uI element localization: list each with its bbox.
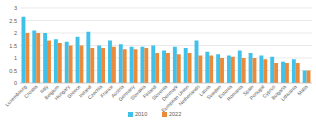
bar	[155, 53, 159, 83]
bar	[231, 57, 235, 83]
y-tick-label: 1.5	[9, 43, 17, 49]
grid-line	[20, 45, 312, 46]
bar	[25, 33, 29, 83]
x-tick-label: Netherlands	[177, 83, 201, 107]
bar	[123, 49, 127, 83]
bar	[76, 37, 80, 83]
x-axis-line	[20, 83, 312, 84]
bar	[296, 63, 300, 83]
bar	[112, 47, 116, 83]
bar	[209, 56, 213, 84]
bar	[216, 54, 220, 83]
bar	[65, 42, 69, 83]
bars	[22, 17, 311, 83]
y-tick-label: 2.5	[9, 18, 17, 24]
y-tick-label: 3	[14, 5, 17, 11]
bar	[249, 53, 253, 83]
chart: 00.511.522.53LuxembourgCroatiaItalyBelgi…	[0, 0, 316, 121]
bar	[108, 41, 112, 84]
bar	[238, 51, 242, 84]
grid-line	[20, 20, 312, 21]
bar	[270, 57, 274, 83]
y-tick-label: 0.5	[9, 68, 17, 74]
bar	[69, 46, 73, 84]
bar	[184, 48, 188, 83]
bar	[281, 62, 285, 83]
bar	[119, 44, 123, 83]
bar	[58, 43, 62, 83]
x-tick-label: Malta	[296, 83, 309, 96]
bar	[303, 71, 307, 84]
bar	[198, 56, 202, 84]
bar	[97, 46, 101, 84]
bar	[134, 49, 138, 83]
bar	[263, 59, 267, 83]
bar	[79, 46, 83, 84]
bar	[151, 46, 155, 84]
bar	[227, 56, 231, 84]
bar	[173, 47, 177, 83]
bar	[22, 17, 26, 83]
bar	[90, 48, 94, 83]
bar	[242, 58, 246, 83]
legend-swatch	[128, 112, 133, 117]
bar	[285, 63, 289, 83]
grid-line	[20, 33, 312, 34]
grid-line	[20, 8, 312, 9]
bar	[220, 58, 224, 83]
bar	[101, 48, 105, 83]
bar	[195, 41, 199, 84]
bar	[166, 53, 170, 83]
bar	[307, 71, 311, 84]
legend-label: 2010	[135, 111, 147, 117]
bar	[130, 47, 134, 83]
bar	[54, 39, 58, 83]
bar	[259, 56, 263, 84]
bar	[47, 41, 51, 84]
bar	[144, 48, 148, 83]
bar	[43, 33, 47, 83]
bar	[32, 31, 36, 84]
bar	[36, 33, 40, 83]
y-tick-label: 1	[14, 55, 17, 61]
bar	[188, 53, 192, 83]
legend-swatch	[162, 112, 167, 117]
legend-label: 2022	[169, 111, 181, 117]
bar	[86, 32, 90, 83]
bar	[205, 52, 209, 83]
bar	[162, 51, 166, 84]
bar	[292, 59, 296, 83]
y-tick-label: 2	[14, 30, 17, 36]
bar	[274, 63, 278, 83]
bar	[177, 54, 181, 83]
bar	[253, 58, 257, 83]
bar	[140, 47, 144, 83]
y-tick-label: 0	[14, 80, 17, 86]
x-tick-label: Croatia	[23, 83, 39, 99]
